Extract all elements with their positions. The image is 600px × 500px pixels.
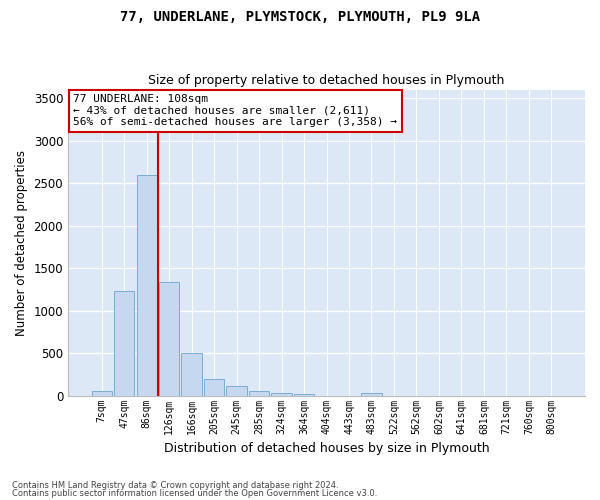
Bar <box>361 393 382 396</box>
Bar <box>204 380 224 396</box>
Text: 77 UNDERLANE: 108sqm
← 43% of detached houses are smaller (2,611)
56% of semi-de: 77 UNDERLANE: 108sqm ← 43% of detached h… <box>73 94 397 128</box>
Text: 77, UNDERLANE, PLYMSTOCK, PLYMOUTH, PL9 9LA: 77, UNDERLANE, PLYMSTOCK, PLYMOUTH, PL9 … <box>120 10 480 24</box>
Bar <box>137 176 157 396</box>
Bar <box>92 392 112 396</box>
Bar <box>271 393 292 396</box>
Bar <box>226 386 247 396</box>
Bar <box>294 394 314 396</box>
Bar <box>159 282 179 396</box>
Bar <box>181 353 202 396</box>
Text: Contains public sector information licensed under the Open Government Licence v3: Contains public sector information licen… <box>12 488 377 498</box>
X-axis label: Distribution of detached houses by size in Plymouth: Distribution of detached houses by size … <box>164 442 490 455</box>
Bar <box>249 392 269 396</box>
Bar <box>114 291 134 396</box>
Title: Size of property relative to detached houses in Plymouth: Size of property relative to detached ho… <box>148 74 505 87</box>
Text: Contains HM Land Registry data © Crown copyright and database right 2024.: Contains HM Land Registry data © Crown c… <box>12 481 338 490</box>
Y-axis label: Number of detached properties: Number of detached properties <box>15 150 28 336</box>
